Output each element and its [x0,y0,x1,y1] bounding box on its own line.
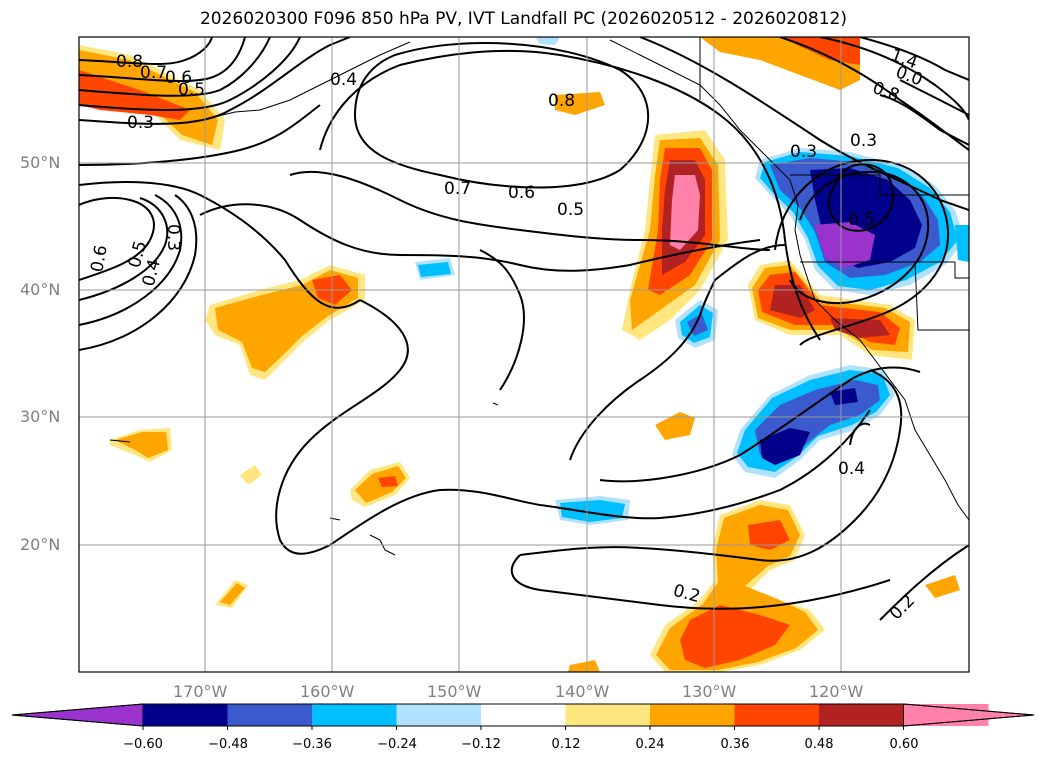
contour-label: 0.7 [444,179,471,199]
contour-label: 0.5 [178,80,205,100]
contour-label: 0.3 [790,142,817,162]
colorbar-segment [734,704,820,726]
contour-label: 0.3 [850,131,877,151]
colorbar-tick: −0.48 [208,737,248,752]
colorbar-segment [819,704,904,726]
lat-label-20n: 20°N [20,535,61,554]
colorbar-segment [227,704,313,726]
colorbar-segment [312,704,397,726]
colorbar-tick: −0.60 [123,737,163,752]
contour-label: 0.6 [87,244,111,274]
lat-label-40n: 40°N [20,280,61,299]
contour-label-layer: 0.8 0.7 0.6 0.5 0.3 0.4 0.8 0.7 0.6 0.5 … [87,45,925,624]
contour-label: 0.2 [886,591,919,624]
colorbar-extend-low [11,703,144,727]
contour-label: 0.3 [163,224,183,251]
contour-label: 0.8 [548,91,575,111]
contour-label: 0.3 [127,113,154,133]
contour-label: 0.4 [838,459,865,479]
colorbar-tick: 0.60 [889,737,919,752]
colorbar-segment [143,704,228,726]
colorbar-tick: 0.36 [720,737,750,752]
contour-layer [79,37,969,621]
lat-label-30n: 30°N [20,407,61,426]
contour-label: 0.6 [165,68,192,88]
coastline-layer [109,37,969,556]
lon-label-140w: 140°W [555,682,610,701]
colorbar-segment [565,704,651,726]
contour-label: 0.5 [557,200,584,220]
figure-title: 2026020300 F096 850 hPa PV, IVT Landfall… [199,9,847,29]
lon-label-120w: 120°W [809,682,864,701]
colorbar-segment [481,704,566,726]
lat-label-50n: 50°N [20,153,61,172]
lon-label-160w: 160°W [300,682,355,701]
graticule [79,37,969,672]
contour-label: 0.5 [848,210,875,230]
map-frame [78,36,970,673]
colorbar [11,703,1035,730]
lon-label-170w: 170°W [173,682,228,701]
colorbar-segment [650,704,735,726]
contour-label: 0.7 [140,63,167,83]
colorbar-tick: −0.24 [377,737,417,752]
lon-label-150w: 150°W [427,682,482,701]
colorbar-tick: 0.24 [635,737,665,752]
contour-label: 0.8 [116,52,143,72]
shading-layer [79,37,969,672]
colorbar-tick: 0.48 [804,737,834,752]
contour-label: 0.4 [330,70,357,90]
colorbar-tick: 0.12 [551,737,581,752]
colorbar-tick: −0.36 [292,737,332,752]
contour-label: 0.6 [508,183,535,203]
lon-label-130w: 130°W [682,682,737,701]
contour-label: 0.2 [671,581,702,607]
colorbar-tick: −0.12 [461,737,501,752]
colorbar-segment [396,704,482,726]
